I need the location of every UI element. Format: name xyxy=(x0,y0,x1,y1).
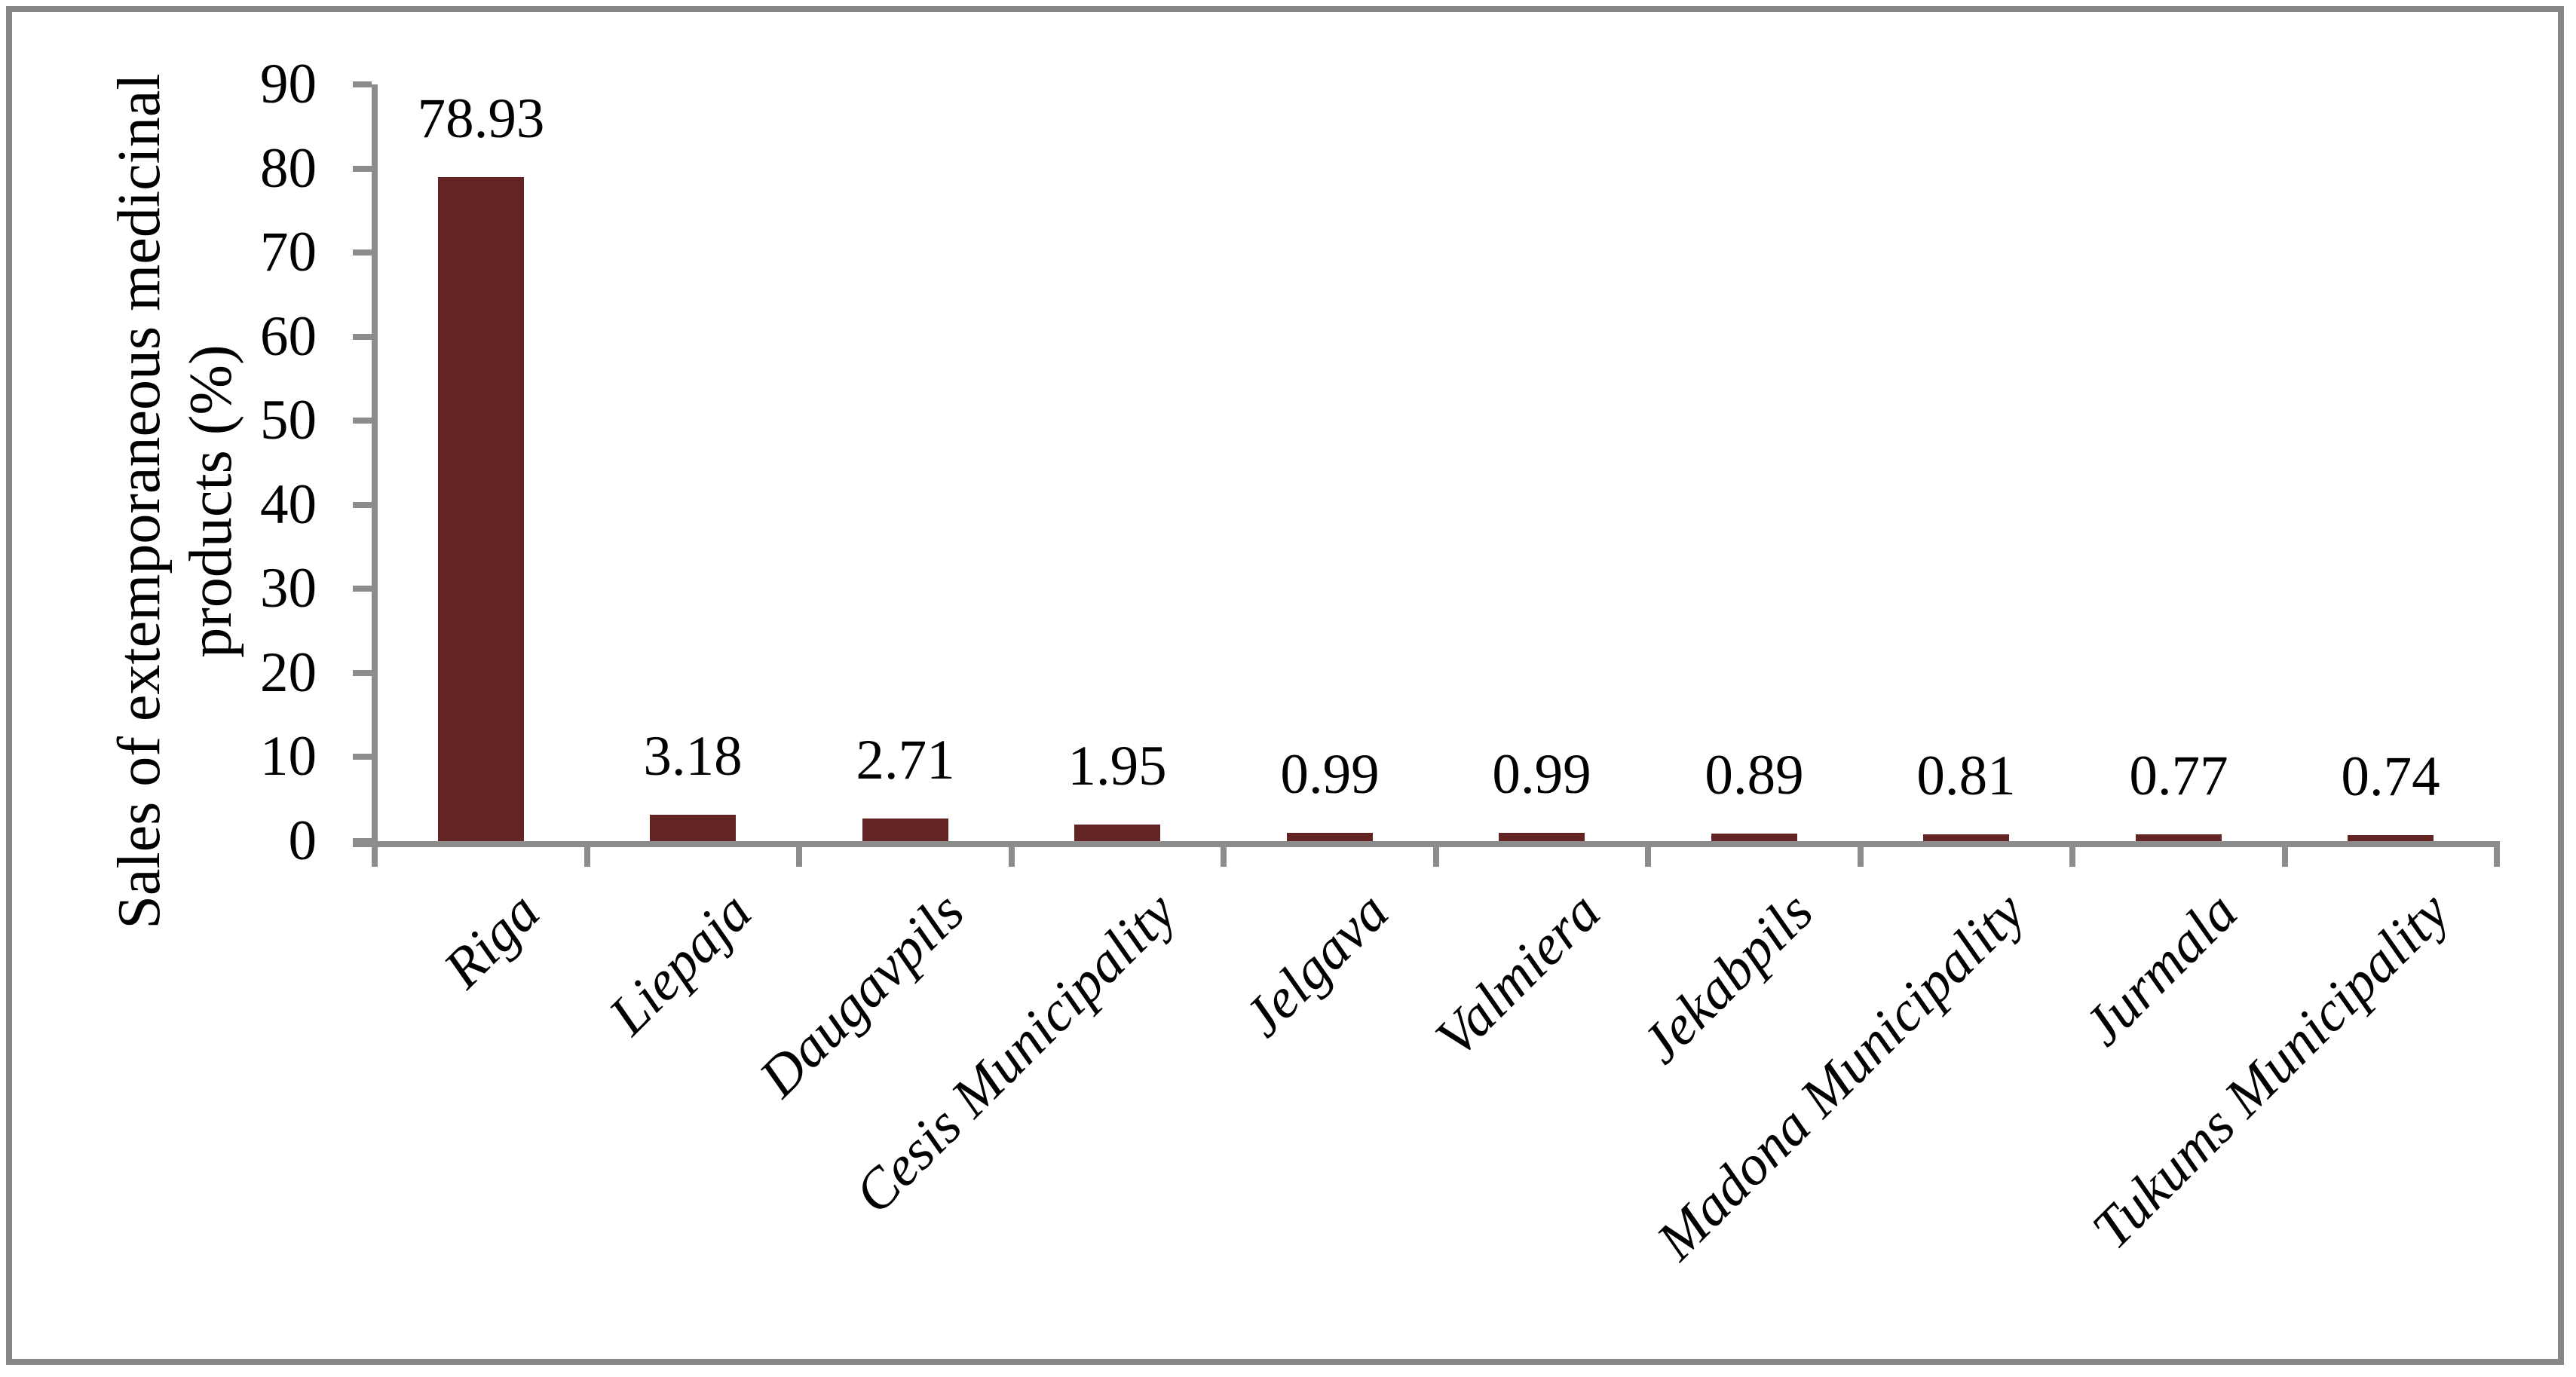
y-axis-tick-label: 60 xyxy=(260,305,317,368)
x-axis-tick xyxy=(2069,841,2075,867)
y-axis-tick xyxy=(353,334,372,340)
data-label-jurmala: 0.77 xyxy=(2129,745,2228,807)
bar-liepaja xyxy=(650,815,736,841)
x-axis-tick xyxy=(372,841,378,867)
bar-daugavpils xyxy=(862,819,948,841)
y-axis-tick-label: 50 xyxy=(260,389,317,451)
data-label-riga: 78.93 xyxy=(417,87,545,150)
data-label-daugavpils: 2.71 xyxy=(856,729,955,791)
y-axis-tick xyxy=(353,586,372,592)
bar-jelgava xyxy=(1287,833,1373,841)
data-label-liepaja: 3.18 xyxy=(643,725,743,788)
x-axis-tick xyxy=(584,841,590,867)
data-label-madona-municipality: 0.81 xyxy=(1916,745,2016,807)
figure-border xyxy=(6,6,2564,1365)
bar-cesis-municipality xyxy=(1074,825,1160,841)
y-axis-tick xyxy=(353,838,372,844)
bar-jekabpils xyxy=(1711,834,1797,841)
y-axis-tick xyxy=(353,81,372,87)
y-axis-tick xyxy=(353,418,372,424)
x-axis-tick xyxy=(1645,841,1651,867)
y-axis-tick-label: 0 xyxy=(288,809,317,872)
y-axis-tick-label: 30 xyxy=(260,557,317,620)
y-axis-tick xyxy=(353,502,372,508)
x-axis-tick xyxy=(2494,841,2500,867)
bar-madona-municipality xyxy=(1923,834,2009,841)
bar-valmiera xyxy=(1499,833,1585,841)
y-axis-title-line1: Sales of extemporaneous medicinal xyxy=(106,73,173,929)
bar-tukums-municipality xyxy=(2348,835,2434,841)
data-label-jelgava: 0.99 xyxy=(1280,743,1380,806)
x-axis-tick xyxy=(1858,841,1864,867)
bar-jurmala xyxy=(2136,834,2222,841)
y-axis-tick xyxy=(353,670,372,676)
x-axis-line xyxy=(353,841,2500,847)
data-label-cesis-municipality: 1.95 xyxy=(1067,735,1167,797)
y-axis-tick-label: 80 xyxy=(260,137,317,200)
y-axis-tick-label: 40 xyxy=(260,473,317,536)
y-axis-tick xyxy=(353,166,372,172)
x-axis-tick xyxy=(2282,841,2288,867)
y-axis-tick-label: 10 xyxy=(260,725,317,788)
data-label-jekabpils: 0.89 xyxy=(1705,744,1804,806)
x-axis-tick xyxy=(796,841,802,867)
bar-riga xyxy=(438,177,524,841)
x-axis-tick xyxy=(1433,841,1439,867)
y-axis-tick xyxy=(353,754,372,760)
data-label-valmiera: 0.99 xyxy=(1492,743,1591,806)
y-axis-tick xyxy=(353,249,372,256)
y-axis-tick-label: 90 xyxy=(260,53,317,115)
y-axis-tick-label: 20 xyxy=(260,641,317,704)
y-axis-tick-label: 70 xyxy=(260,221,317,283)
x-axis-tick xyxy=(1221,841,1227,867)
data-label-tukums-municipality: 0.74 xyxy=(2341,745,2440,808)
x-axis-tick xyxy=(1009,841,1015,867)
y-axis-line xyxy=(372,84,378,867)
